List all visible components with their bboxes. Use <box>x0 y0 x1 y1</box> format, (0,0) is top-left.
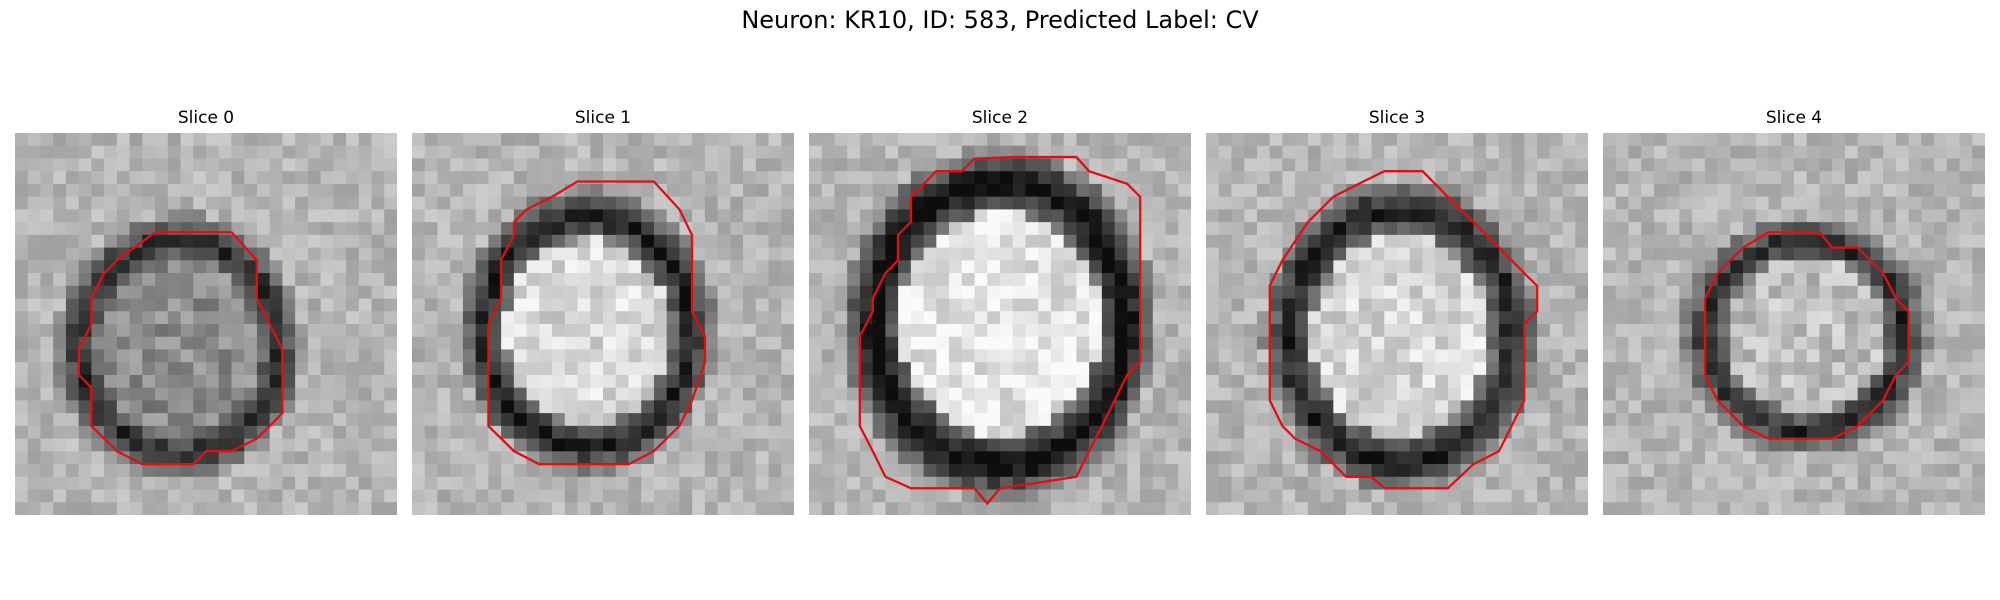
slice-contour-0 <box>79 232 283 464</box>
slice-title-2: Slice 2 <box>971 108 1029 128</box>
slice-contour-3 <box>1270 171 1537 488</box>
slice-image-0 <box>15 133 397 515</box>
slice-panel-4: Slice 4 <box>1603 108 1985 518</box>
slice-panel-0: Slice 0 <box>15 108 397 518</box>
slice-pixels-4 <box>1603 133 1985 515</box>
slice-pixels-3 <box>1206 133 1588 515</box>
slice-image-1 <box>412 133 794 515</box>
slice-title-4: Slice 4 <box>1765 108 1823 128</box>
slice-image-4 <box>1603 133 1985 515</box>
slice-pixels-1 <box>412 133 794 515</box>
slice-pixels-2 <box>809 133 1191 515</box>
slice-title-0: Slice 0 <box>177 108 235 128</box>
slice-title-1: Slice 1 <box>574 108 632 128</box>
slice-panel-3: Slice 3 <box>1206 108 1588 518</box>
slice-panel-2: Slice 2 <box>809 108 1191 518</box>
slice-image-2 <box>809 133 1191 515</box>
slice-panel-1: Slice 1 <box>412 108 794 518</box>
slice-contour-4 <box>1705 232 1909 438</box>
figure-title: Neuron: KR10, ID: 583, Predicted Label: … <box>741 6 1259 34</box>
slice-title-3: Slice 3 <box>1368 108 1426 128</box>
slice-image-3 <box>1206 133 1588 515</box>
slice-pixels-0 <box>15 133 397 515</box>
slice-contour-2 <box>860 157 1140 503</box>
slice-contour-1 <box>488 182 705 465</box>
